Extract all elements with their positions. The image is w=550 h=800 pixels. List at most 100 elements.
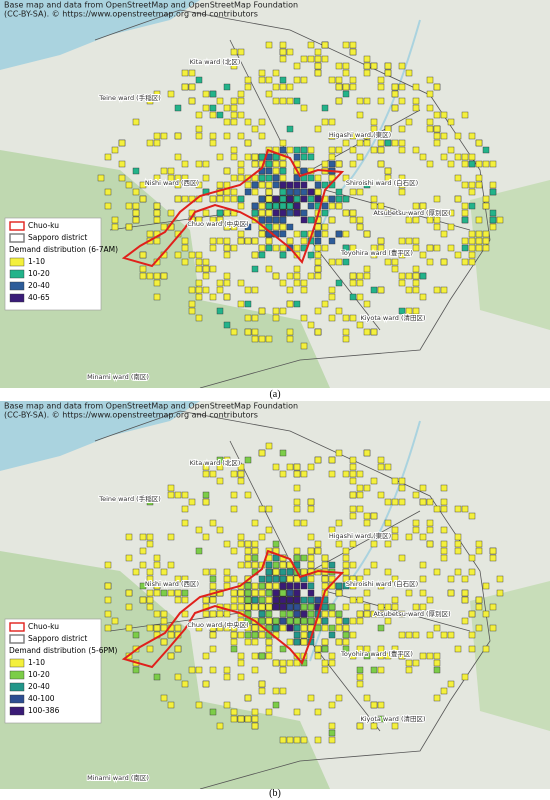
demand-cell xyxy=(286,596,294,604)
demand-cell xyxy=(244,83,252,91)
demand-cell xyxy=(146,603,154,611)
demand-cell xyxy=(356,673,364,681)
demand-cell xyxy=(286,624,294,632)
demand-cell xyxy=(391,90,399,98)
demand-cell xyxy=(153,610,161,618)
demand-cell xyxy=(377,624,385,632)
demand-cell xyxy=(244,223,252,231)
demand-cell xyxy=(475,160,483,168)
demand-cell xyxy=(433,505,441,513)
demand-cell xyxy=(223,223,231,231)
demand-cell xyxy=(258,209,266,217)
demand-cell xyxy=(153,202,161,210)
demand-cell xyxy=(419,153,427,161)
demand-cell xyxy=(286,272,294,280)
demand-cell xyxy=(363,132,371,140)
demand-cell xyxy=(146,498,154,506)
demand-cell xyxy=(230,708,238,716)
demand-cell xyxy=(307,216,315,224)
demand-cell xyxy=(195,216,203,224)
demand-cell xyxy=(230,589,238,597)
demand-cell xyxy=(153,589,161,597)
demand-cell xyxy=(377,582,385,590)
demand-cell xyxy=(174,645,182,653)
demand-cell xyxy=(335,624,343,632)
demand-cell xyxy=(321,624,329,632)
demand-cell xyxy=(258,230,266,238)
demand-cell xyxy=(398,97,406,105)
demand-cell xyxy=(475,547,483,555)
demand-cell xyxy=(349,505,357,513)
demand-cell xyxy=(174,673,182,681)
sea xyxy=(0,401,200,471)
map-panel: Kita ward (北区) Teine ward (手稲区) Higashi wa… xyxy=(0,0,550,388)
demand-cell xyxy=(356,279,364,287)
demand-cell xyxy=(286,603,294,611)
demand-cell xyxy=(384,519,392,527)
demand-cell xyxy=(377,160,385,168)
demand-cell xyxy=(349,561,357,569)
demand-cell xyxy=(153,237,161,245)
demand-cell xyxy=(237,97,245,105)
demand-cell xyxy=(125,554,133,562)
ward-label: Shiroishi ward (白石区) xyxy=(346,579,418,588)
demand-cell xyxy=(433,666,441,674)
demand-cell xyxy=(475,244,483,252)
demand-cell xyxy=(181,83,189,91)
demand-cell xyxy=(433,139,441,147)
demand-cell xyxy=(300,596,308,604)
demand-cell xyxy=(307,195,315,203)
demand-cell xyxy=(461,244,469,252)
demand-cell xyxy=(412,216,420,224)
demand-cell xyxy=(202,568,210,576)
demand-cell xyxy=(314,652,322,660)
ward-label: Teine ward (手稲区) xyxy=(98,93,160,102)
demand-cell xyxy=(307,174,315,182)
demand-cell xyxy=(244,286,252,294)
demand-cell xyxy=(461,209,469,217)
demand-cell xyxy=(370,195,378,203)
demand-cell xyxy=(405,659,413,667)
demand-cell xyxy=(363,300,371,308)
demand-cell xyxy=(160,624,168,632)
demand-cell xyxy=(356,617,364,625)
demand-cell xyxy=(356,666,364,674)
demand-cell xyxy=(174,132,182,140)
demand-cell xyxy=(286,181,294,189)
demand-cell xyxy=(342,195,350,203)
demand-cell xyxy=(237,230,245,238)
demand-cell xyxy=(167,90,175,98)
demand-cell xyxy=(132,118,140,126)
demand-cell xyxy=(468,181,476,189)
demand-cell xyxy=(258,307,266,315)
demand-cell xyxy=(363,328,371,336)
demand-cell xyxy=(314,195,322,203)
demand-cell xyxy=(230,547,238,555)
demand-cell xyxy=(328,736,336,744)
demand-cell xyxy=(426,216,434,224)
demand-cell xyxy=(398,652,406,660)
demand-cell xyxy=(328,652,336,660)
demand-cell xyxy=(139,533,147,541)
legend-swatch xyxy=(9,670,25,680)
demand-cell xyxy=(335,195,343,203)
demand-cell xyxy=(321,223,329,231)
demand-cell xyxy=(342,603,350,611)
demand-cell xyxy=(279,83,287,91)
demand-cell xyxy=(181,589,189,597)
demand-cell xyxy=(307,561,315,569)
demand-cell xyxy=(279,188,287,196)
demand-cell xyxy=(363,694,371,702)
demand-cell xyxy=(202,498,210,506)
demand-cell xyxy=(111,146,119,154)
demand-cell xyxy=(146,624,154,632)
demand-cell xyxy=(314,456,322,464)
demand-cell xyxy=(307,505,315,513)
demand-cell xyxy=(433,216,441,224)
demand-cell xyxy=(314,272,322,280)
demand-cell xyxy=(230,104,238,112)
demand-cell xyxy=(293,62,301,70)
demand-cell xyxy=(447,146,455,154)
demand-cell xyxy=(146,540,154,548)
demand-cell xyxy=(230,645,238,653)
